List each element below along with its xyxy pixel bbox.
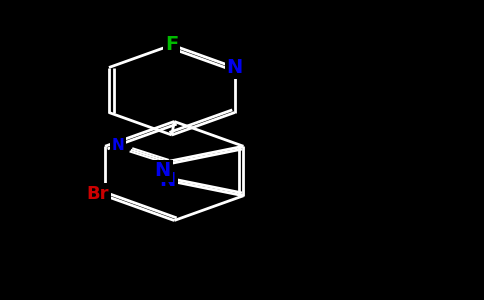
Text: Br: Br: [87, 185, 109, 203]
Text: N: N: [159, 171, 176, 190]
Text: F: F: [165, 35, 179, 55]
Text: N: N: [227, 58, 243, 77]
Text: N: N: [112, 138, 124, 153]
Text: N: N: [154, 161, 171, 181]
